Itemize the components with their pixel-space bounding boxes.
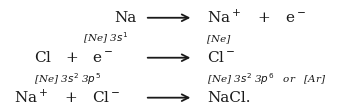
Text: Cl   +   e$^-$: Cl + e$^-$ [34, 50, 114, 65]
Text: [Ne] 3$s^2$ 3$p^6$   or   [Ar]: [Ne] 3$s^2$ 3$p^6$ or [Ar] [207, 71, 326, 87]
Text: Na$^+$   +   e$^-$: Na$^+$ + e$^-$ [207, 9, 306, 26]
Text: Na: Na [114, 11, 136, 25]
Text: Cl$^-$: Cl$^-$ [207, 50, 236, 65]
Text: [Ne] 3$s^1$: [Ne] 3$s^1$ [83, 31, 128, 47]
Text: Na$^+$   +   Cl$^-$: Na$^+$ + Cl$^-$ [14, 89, 120, 106]
Text: NaCl.: NaCl. [207, 91, 250, 105]
Text: [Ne] 3$s^2$ 3$p^5$: [Ne] 3$s^2$ 3$p^5$ [34, 71, 101, 87]
Text: [Ne]: [Ne] [207, 34, 230, 43]
